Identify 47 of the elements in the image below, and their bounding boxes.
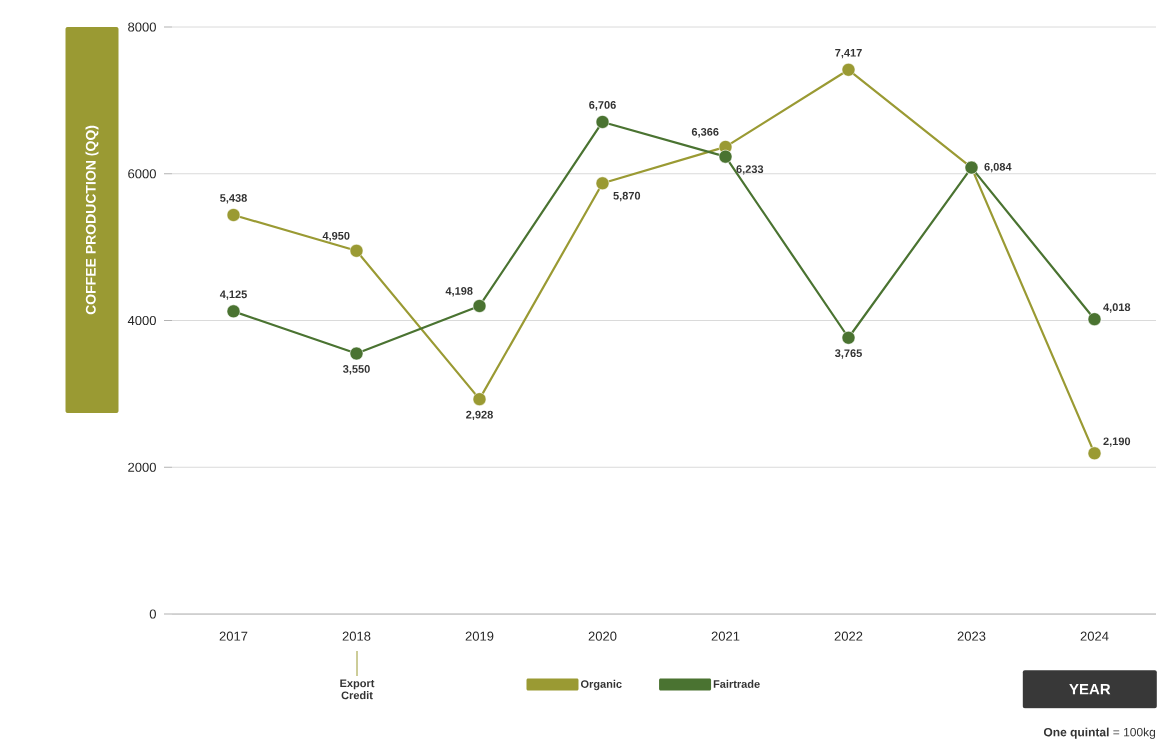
x-tick-label: 2021 [711,631,740,641]
point [472,392,487,406]
legend-label: Fairtrade [713,679,760,688]
x-tick-label: 2022 [834,631,863,641]
x-tick-label: 2020 [588,631,617,641]
data-label: 6,706 [589,101,616,111]
x-tick-label: 2017 [219,631,248,641]
data-label: 4,125 [219,290,247,300]
point [1087,446,1102,461]
data-label: 3,765 [834,349,862,359]
point [472,299,487,313]
legend-label: Organic [580,679,622,691]
y-tick-label: 6000 [128,169,156,179]
data-label: 4,198 [445,287,473,297]
data-label: 2,190 [1103,437,1131,447]
text: One quintal = 100kg [1043,727,1156,739]
data-label: 2,928 [466,410,493,421]
point [349,244,364,258]
point [226,208,241,222]
point [226,304,241,319]
point [841,62,856,77]
data-label: 6,366 [691,128,719,138]
data-label: 7,417 [835,48,862,59]
data-label: 5,438 [220,194,247,204]
point [718,149,733,164]
point [1087,312,1102,326]
x-axis-title: YEAR [1069,684,1111,695]
x-tick-label: 2018 [342,631,371,641]
x-tick-label: 2019 [465,631,494,641]
y-axis-title: COFFEE PRODUCTION (QQ) [85,125,99,315]
data-label: 4,018 [1103,303,1131,313]
point [841,330,856,345]
y-tick-label: 0 [149,609,156,619]
data-label: 6,084 [984,162,1012,173]
point [349,346,364,361]
data-label: 5,870 [613,191,641,202]
y-tick-label: 2000 [128,462,156,472]
x-tick-label: 2024 [1080,631,1109,641]
y-tick-label: 8000 [128,22,156,32]
y-tick-label: 4000 [127,315,156,326]
data-label: 6,233 [736,165,764,175]
data-label: 3,550 [342,365,370,375]
data-label: 4,950 [322,231,350,242]
x-tick-label: 2023 [957,631,986,641]
text: Export Credit [340,679,375,700]
point [595,115,610,129]
point [595,176,610,191]
